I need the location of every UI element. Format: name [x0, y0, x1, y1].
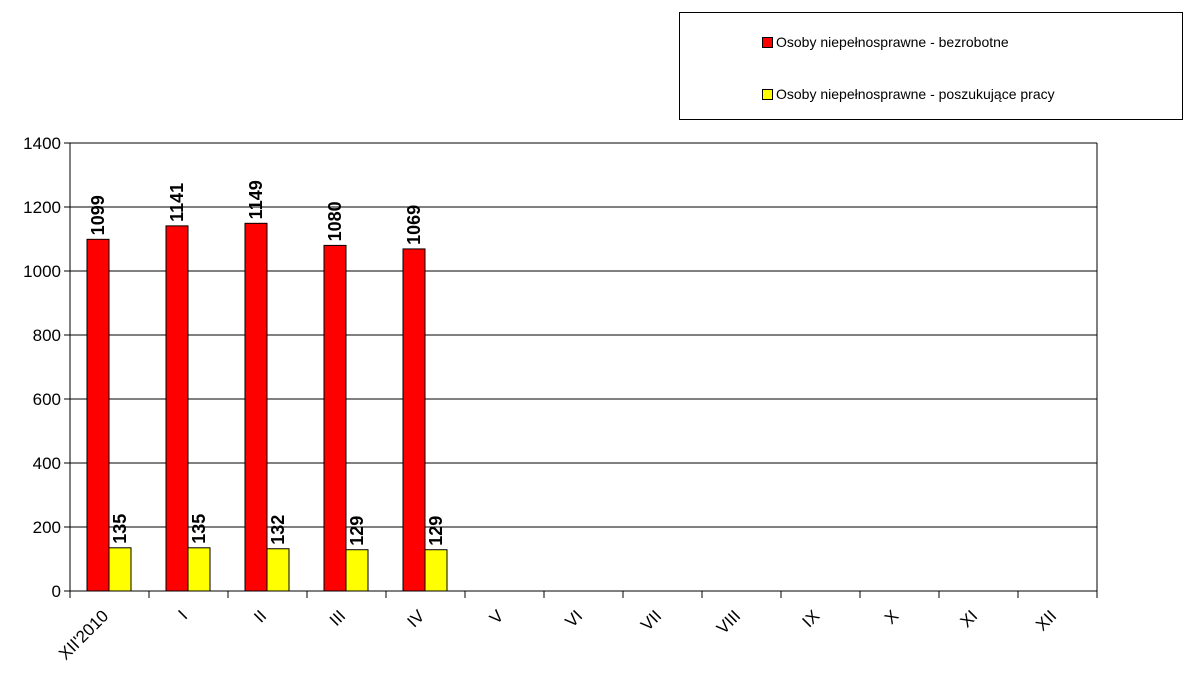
y-tick-label: 600: [33, 390, 61, 409]
x-tick-label: VII: [637, 606, 665, 634]
data-label: 129: [347, 516, 367, 546]
x-tick-label: V: [486, 606, 508, 628]
legend-label-poszukujace: Osoby niepełnosprawne - poszukujące prac…: [776, 86, 1055, 102]
bar: [424, 549, 448, 592]
bar: [345, 549, 369, 592]
bar: [244, 222, 268, 592]
legend: Osoby niepełnosprawne - bezrobotne Osoby…: [679, 12, 1183, 120]
x-tick-label: IV: [404, 606, 429, 631]
y-tick-label: 1400: [23, 134, 61, 153]
legend-item-bezrobotne: Osoby niepełnosprawne - bezrobotne: [762, 34, 1009, 50]
bar: [323, 244, 347, 592]
x-tick-label: III: [326, 606, 349, 629]
y-tick-label: 0: [52, 582, 61, 601]
bar: [108, 547, 132, 592]
x-tick-label: IX: [799, 606, 824, 631]
bar: [165, 225, 189, 592]
bar: [187, 547, 211, 592]
y-tick-label: 400: [33, 454, 61, 473]
bar: [402, 248, 426, 592]
data-label: 1141: [167, 183, 187, 222]
x-tick-label: VI: [562, 606, 587, 631]
y-tick-label: 1000: [23, 262, 61, 281]
data-label: 135: [110, 514, 130, 544]
bar: [86, 238, 110, 592]
data-label: 1149: [246, 180, 266, 219]
x-tick-label: VIII: [713, 606, 744, 637]
y-tick-label: 1200: [23, 198, 61, 217]
x-tick-label: XI: [957, 606, 982, 631]
y-tick-label: 800: [33, 326, 61, 345]
bar: [266, 548, 290, 592]
legend-item-poszukujace: Osoby niepełnosprawne - poszukujące prac…: [762, 86, 1055, 102]
x-tick-label: XII'2010: [55, 606, 112, 663]
data-label: 135: [189, 514, 209, 544]
x-tick-label: XII: [1032, 606, 1060, 634]
legend-swatch-red: [762, 36, 773, 48]
x-tick-label: I: [175, 606, 192, 623]
data-label: 132: [268, 515, 288, 545]
legend-swatch-yellow: [762, 88, 773, 100]
data-label: 1069: [404, 205, 424, 245]
data-label: 129: [426, 516, 446, 546]
data-label: 1080: [325, 201, 345, 241]
data-label: 1099: [88, 195, 108, 235]
x-tick-label: II: [250, 606, 270, 626]
legend-label-bezrobotne: Osoby niepełnosprawne - bezrobotne: [776, 34, 1009, 50]
y-tick-label: 200: [33, 518, 61, 537]
x-tick-label: X: [881, 606, 902, 627]
